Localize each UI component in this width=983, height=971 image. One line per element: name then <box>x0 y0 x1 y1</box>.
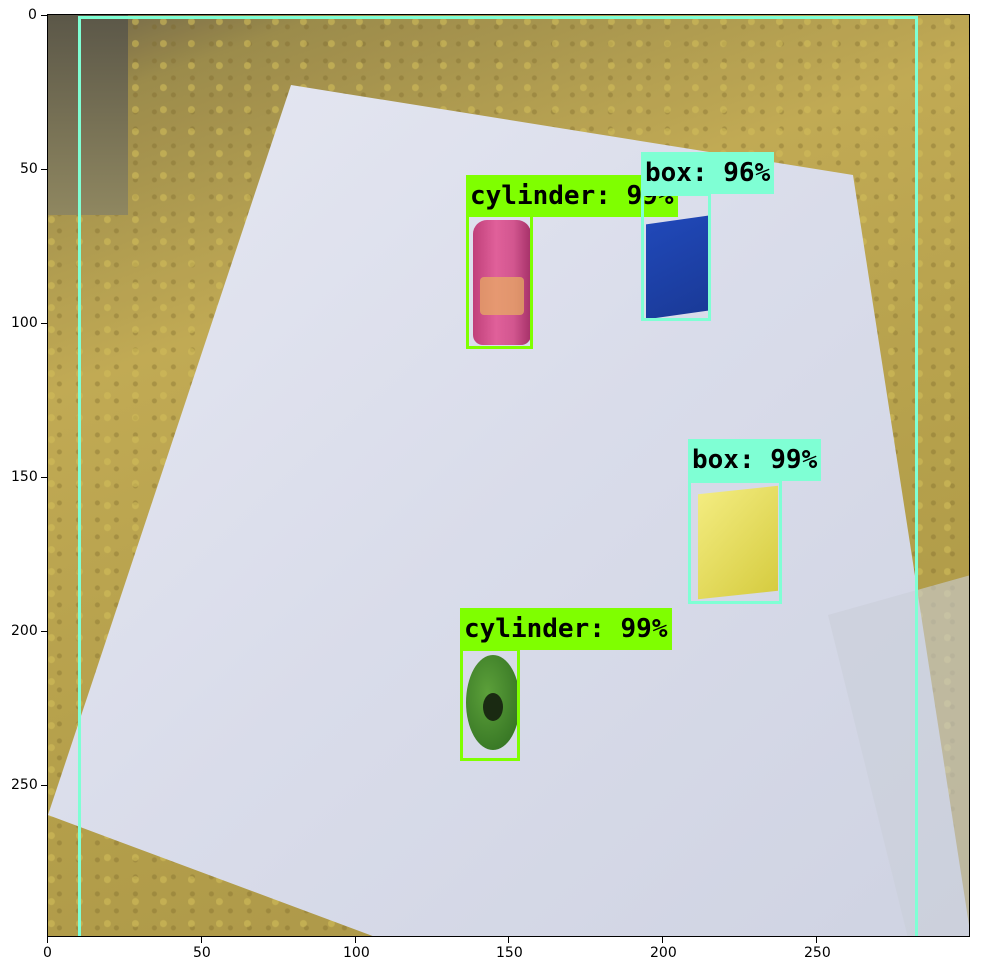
y-tick-label-0: 0 <box>28 7 37 23</box>
y-tick-100 <box>41 323 47 324</box>
image-axes: cylinder: 99% box: 96% box: 99% cylinder… <box>47 14 970 937</box>
detection-label-cylinder-2: cylinder: 99% <box>460 608 672 650</box>
x-tick-50 <box>201 937 202 943</box>
detection-box-box-2 <box>688 480 782 604</box>
y-tick-0 <box>41 15 47 16</box>
detection-box-box-1 <box>641 193 711 321</box>
y-tick-label-250: 250 <box>11 777 38 793</box>
wall-corner <box>48 15 128 215</box>
x-tick-label-200: 200 <box>650 945 677 961</box>
x-tick-label-100: 100 <box>343 945 370 961</box>
detection-box-cylinder-1 <box>466 213 533 349</box>
x-tick-label-250: 250 <box>804 945 831 961</box>
detection-label-box-2: box: 99% <box>688 439 822 481</box>
detection-label-box-1: box: 96% <box>641 152 775 194</box>
y-tick-label-100: 100 <box>11 315 38 331</box>
pink-cylinder-label-sticker <box>480 277 524 315</box>
y-tick-label-50: 50 <box>20 161 38 177</box>
y-tick-250 <box>41 785 47 786</box>
y-tick-150 <box>41 477 47 478</box>
detection-box-frame <box>78 16 918 936</box>
x-tick-100 <box>355 937 356 943</box>
detection-box-cylinder-2 <box>460 648 520 761</box>
paper-sheet <box>48 85 969 936</box>
x-tick-label-50: 50 <box>193 945 211 961</box>
y-tick-label-150: 150 <box>11 469 38 485</box>
x-tick-0 <box>47 937 48 943</box>
x-tick-150 <box>508 937 509 943</box>
x-tick-label-150: 150 <box>496 945 523 961</box>
x-tick-label-0: 0 <box>43 945 52 961</box>
x-tick-200 <box>662 937 663 943</box>
x-tick-250 <box>816 937 817 943</box>
y-tick-50 <box>41 169 47 170</box>
green-ball-spot <box>483 693 503 721</box>
y-tick-label-200: 200 <box>11 623 38 639</box>
y-tick-200 <box>41 631 47 632</box>
